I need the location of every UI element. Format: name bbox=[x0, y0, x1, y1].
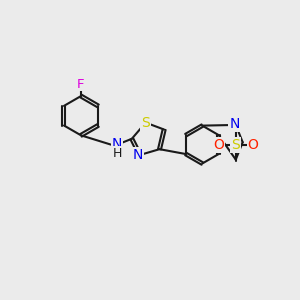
Text: N: N bbox=[112, 137, 122, 151]
Text: S: S bbox=[141, 116, 150, 130]
Text: S: S bbox=[231, 138, 240, 152]
Text: H: H bbox=[112, 147, 122, 160]
Text: O: O bbox=[213, 138, 224, 152]
Text: F: F bbox=[77, 77, 85, 91]
Text: N: N bbox=[230, 117, 240, 131]
Text: O: O bbox=[248, 138, 259, 152]
Text: N: N bbox=[133, 148, 143, 162]
